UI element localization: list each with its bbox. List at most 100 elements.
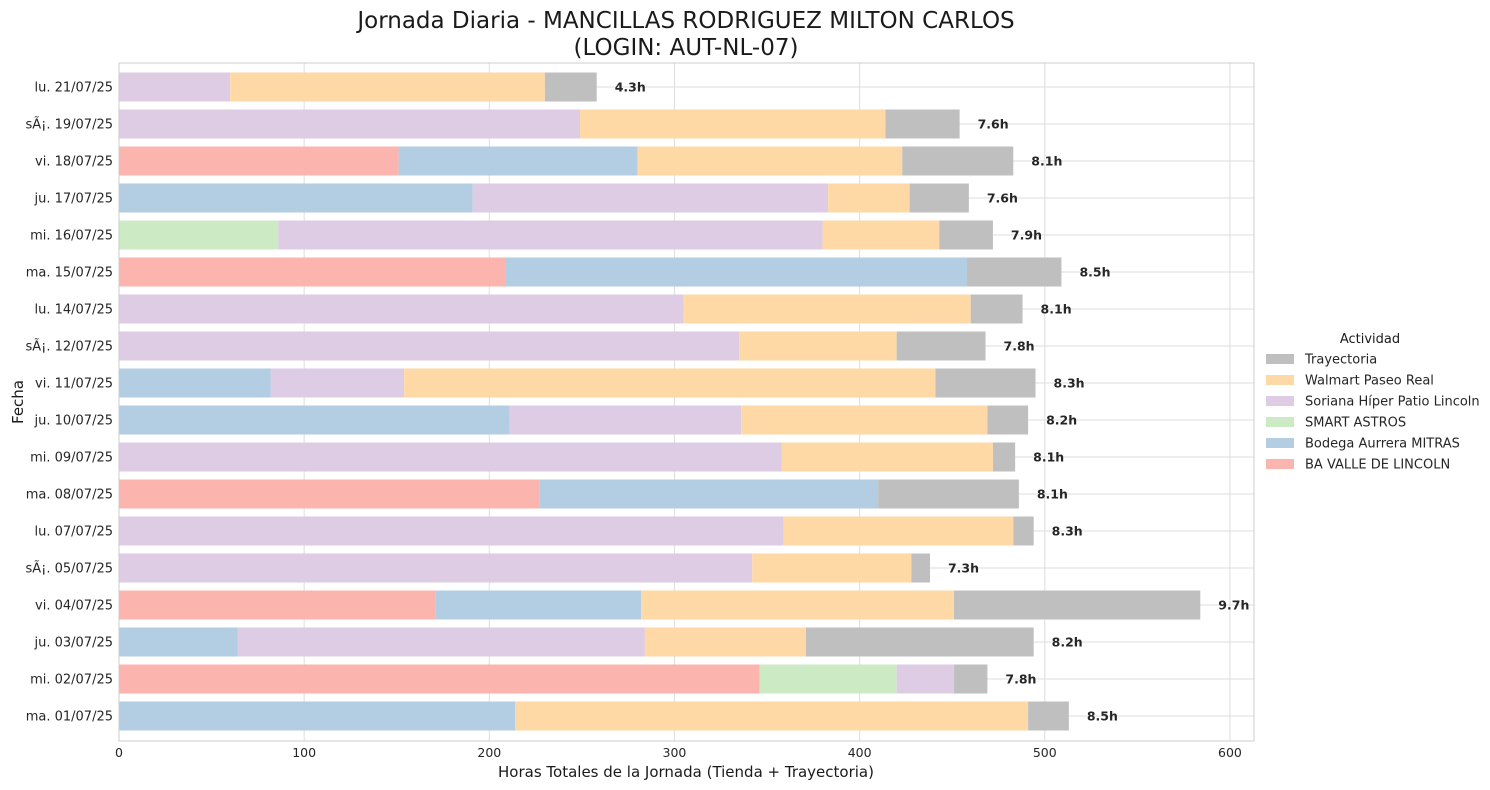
y-tick-label: ma. 08/07/25 xyxy=(26,488,113,503)
bar-segment-bodega-aurrera-mitras xyxy=(119,627,238,657)
bar-segment-trayectoria xyxy=(939,220,993,250)
bar-segment-soriana-hiper-patio-lincoln xyxy=(278,220,823,250)
bar-segment-soriana-hiper-patio-lincoln xyxy=(119,72,231,102)
bar-segment-ba-valle-de-lincoln xyxy=(119,479,540,509)
bar-segment-bodega-aurrera-mitras xyxy=(119,405,510,435)
y-tick-label: vi. 18/07/25 xyxy=(35,155,113,170)
legend: Actividad Trayectoria Walmart Paseo Real S… xyxy=(1266,332,1480,473)
bar-segment-trayectoria xyxy=(896,331,986,361)
legend-swatch-trayectoria xyxy=(1266,354,1294,364)
bar-segment-soriana-hiper-patio-lincoln xyxy=(119,516,784,546)
y-tick-label: mi. 16/07/25 xyxy=(30,229,113,244)
legend-items: Trayectoria Walmart Paseo Real Soriana Híp… xyxy=(1266,353,1480,473)
x-tick-label: 500 xyxy=(1033,745,1057,760)
y-tick-label: vi. 11/07/25 xyxy=(35,377,113,392)
bar-segment-bodega-aurrera-mitras xyxy=(539,479,879,509)
y-tick-label: mi. 02/07/25 xyxy=(30,673,113,688)
legend-swatch-ba-valle-de-lincoln xyxy=(1266,459,1294,469)
bar-segment-soriana-hiper-patio-lincoln xyxy=(119,109,581,139)
y-tick-label: ma. 15/07/25 xyxy=(26,266,113,281)
bar-segment-trayectoria xyxy=(544,72,597,102)
bar-segment-ba-valle-de-lincoln xyxy=(119,664,760,694)
bar-segment-bodega-aurrera-mitras xyxy=(435,590,642,620)
bar-total-label: 8.1h xyxy=(1037,487,1068,502)
bar-segment-trayectoria xyxy=(970,294,1023,324)
bar-segment-walmart-paseo-real xyxy=(230,72,545,102)
bar-segment-trayectoria xyxy=(1028,701,1069,731)
x-tick-label: 100 xyxy=(292,745,316,760)
legend-label-soriana-hiper-patio-lincoln: Soriana Híper Patio Lincoln xyxy=(1305,395,1480,410)
plot-frame xyxy=(118,62,1255,742)
bar-total-label: 8.2h xyxy=(1046,413,1077,428)
bar-segment-bodega-aurrera-mitras xyxy=(119,701,516,731)
legend-label-smart-astros: SMART ASTROS xyxy=(1305,416,1406,431)
y-tick-label: vi. 04/07/25 xyxy=(35,599,113,614)
x-tick-labels: 0 100 200 300 400 500 600 xyxy=(115,745,1242,760)
bar-segment-trayectoria xyxy=(935,368,1036,398)
bar-total-label: 8.5h xyxy=(1087,709,1118,724)
y-tick-label: sÃ¡. 12/07/25 xyxy=(25,339,113,355)
bar-segment-trayectoria xyxy=(1013,516,1034,546)
bar-segment-walmart-paseo-real xyxy=(580,109,886,139)
y-tick-label: mi. 09/07/25 xyxy=(30,451,113,466)
bar-segment-walmart-paseo-real xyxy=(641,590,955,620)
bar-segment-soriana-hiper-patio-lincoln xyxy=(509,405,742,435)
bar-segment-ba-valle-de-lincoln xyxy=(119,146,399,176)
bar-segment-bodega-aurrera-mitras xyxy=(119,368,271,398)
bar-segment-ba-valle-de-lincoln xyxy=(119,257,506,287)
bar-segment-walmart-paseo-real xyxy=(741,405,988,435)
bar-segment-trayectoria xyxy=(967,257,1062,287)
bar-total-label: 8.1h xyxy=(1033,450,1064,465)
legend-label-ba-valle-de-lincoln: BA VALLE DE LINCOLN xyxy=(1305,458,1450,473)
bar-segment-walmart-paseo-real xyxy=(781,442,993,472)
legend-title: Actividad xyxy=(1340,332,1400,347)
bar-segment-walmart-paseo-real xyxy=(683,294,971,324)
bar-segment-walmart-paseo-real xyxy=(783,516,1014,546)
legend-swatch-bodega-aurrera-mitras xyxy=(1266,438,1294,448)
x-tick-label: 300 xyxy=(663,745,687,760)
bar-segment-walmart-paseo-real xyxy=(637,146,903,176)
y-tick-labels: lu. 21/07/25 sÃ¡. 19/07/25 vi. 18/07/25 ju.… xyxy=(25,81,113,725)
bar-segment-trayectoria xyxy=(911,553,930,583)
bar-segment-walmart-paseo-real xyxy=(752,553,912,583)
bar-total-label: 7.6h xyxy=(987,191,1018,206)
legend-label-walmart-paseo-real: Walmart Paseo Real xyxy=(1305,374,1434,389)
y-axis-label: Fecha xyxy=(9,380,27,424)
bar-total-label: 8.1h xyxy=(1041,302,1072,317)
y-tick-label: ju. 10/07/25 xyxy=(33,414,113,429)
y-tick-label: lu. 21/07/25 xyxy=(34,81,113,96)
y-tick-label: sÃ¡. 19/07/25 xyxy=(25,117,113,133)
y-tick-label: sÃ¡. 05/07/25 xyxy=(25,561,113,577)
bar-segment-soriana-hiper-patio-lincoln xyxy=(119,442,782,472)
y-tick-label: lu. 14/07/25 xyxy=(34,303,113,318)
bar-segment-soriana-hiper-patio-lincoln xyxy=(119,331,740,361)
bar-segment-bodega-aurrera-mitras xyxy=(398,146,638,176)
bar-segment-walmart-paseo-real xyxy=(515,701,1029,731)
legend-swatch-soriana-hiper-patio-lincoln xyxy=(1266,396,1294,406)
bar-total-label: 8.5h xyxy=(1079,265,1110,280)
chart-title-line-1: Jornada Diaria - MANCILLAS RODRIGUEZ MIL… xyxy=(355,8,1014,34)
bar-total-label: 7.9h xyxy=(1011,228,1042,243)
y-tick-label: ma. 01/07/25 xyxy=(26,710,113,725)
bar-segment-soriana-hiper-patio-lincoln xyxy=(472,183,829,213)
y-tick-label: ju. 03/07/25 xyxy=(33,636,113,651)
legend-swatch-walmart-paseo-real xyxy=(1266,375,1294,385)
x-axis-label: Horas Totales de la Jornada (Tienda + Tr… xyxy=(498,763,874,781)
bar-segment-trayectoria xyxy=(805,627,1034,657)
bar-total-label: 7.8h xyxy=(1004,339,1035,354)
bar-segment-walmart-paseo-real xyxy=(644,627,806,657)
bar-segment-soriana-hiper-patio-lincoln xyxy=(119,294,684,324)
x-tick-label: 400 xyxy=(848,745,872,760)
bar-total-label: 7.3h xyxy=(948,561,979,576)
bar-total-label: 8.3h xyxy=(1052,524,1083,539)
bar-segment-bodega-aurrera-mitras xyxy=(119,183,473,213)
bar-segment-bodega-aurrera-mitras xyxy=(505,257,968,287)
bar-total-label: 8.1h xyxy=(1031,154,1062,169)
bar-segment-trayectoria xyxy=(954,590,1201,620)
bar-segment-soriana-hiper-patio-lincoln xyxy=(119,553,753,583)
bar-segment-walmart-paseo-real xyxy=(828,183,910,213)
bar-segment-soriana-hiper-patio-lincoln xyxy=(270,368,405,398)
legend-swatch-smart-astros xyxy=(1266,417,1294,427)
legend-label-trayectoria: Trayectoria xyxy=(1304,353,1377,368)
